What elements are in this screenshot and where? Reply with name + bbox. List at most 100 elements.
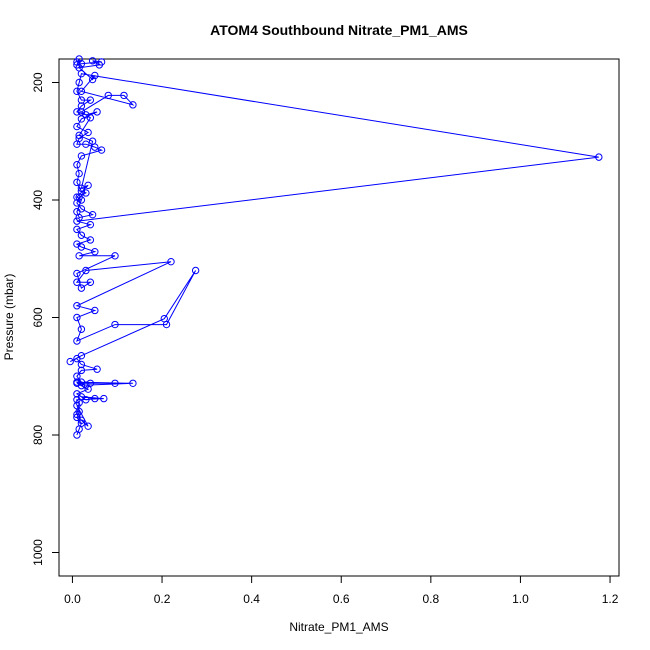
data-point — [167, 257, 175, 266]
data-point — [77, 325, 86, 333]
data-point — [77, 419, 86, 427]
y-tick-label: 600 — [31, 307, 45, 327]
data-point — [91, 71, 99, 80]
data-point — [129, 379, 137, 387]
data-point — [88, 210, 97, 219]
data-point — [73, 372, 81, 380]
data-point — [91, 394, 99, 403]
data-point — [77, 87, 86, 96]
data-point — [75, 252, 83, 260]
data-point — [91, 248, 99, 256]
x-axis: 0.0 0.2 0.4 0.6 0.8 1.0 1.2 — [64, 576, 619, 606]
data-point — [73, 410, 81, 419]
data-point — [91, 306, 99, 315]
data-point — [86, 379, 95, 387]
data-point — [93, 365, 101, 373]
data-point — [73, 302, 81, 310]
data-point — [88, 75, 97, 84]
data-point — [77, 115, 86, 123]
data-point — [82, 189, 90, 197]
data-point — [77, 108, 86, 116]
y-tick-label: 800 — [31, 425, 45, 445]
data-point — [73, 278, 81, 286]
data-point — [77, 60, 86, 68]
data-point — [77, 378, 86, 386]
y-tick-label: 1000 — [31, 539, 45, 566]
data-point — [77, 152, 86, 160]
data-point — [111, 379, 119, 387]
data-point — [104, 91, 112, 100]
data-point — [66, 357, 74, 366]
plot-frame — [58, 58, 620, 577]
data-point — [73, 58, 81, 66]
data-point — [86, 220, 95, 229]
chart-title: ATOM4 Southbound Nitrate_PM1_AMS — [210, 22, 468, 38]
series-line — [69, 58, 599, 436]
x-tick-label: 0.8 — [422, 592, 439, 606]
data-point — [77, 351, 86, 360]
data-point — [77, 416, 86, 425]
data-point — [73, 140, 81, 148]
data-point — [77, 360, 86, 369]
data-point — [120, 91, 128, 100]
data-point — [100, 394, 108, 403]
data-point — [73, 122, 81, 131]
data-point — [77, 284, 86, 292]
data-point — [77, 231, 86, 239]
data-point — [111, 252, 119, 260]
data-point — [595, 153, 603, 161]
x-tick-label: 1.0 — [512, 592, 529, 606]
data-point — [73, 208, 81, 216]
data-point — [86, 236, 95, 244]
data-point — [111, 320, 119, 329]
plot-area — [66, 55, 603, 439]
data-point — [97, 58, 106, 66]
data-point — [77, 184, 86, 192]
y-axis-label: Pressure (mbar) — [2, 274, 16, 361]
x-tick-label: 0.0 — [64, 592, 81, 606]
x-tick-label: 0.4 — [243, 592, 260, 606]
data-point — [162, 320, 171, 329]
data-point — [73, 269, 81, 278]
data-point — [86, 114, 95, 122]
data-point — [73, 240, 81, 248]
data-point — [73, 178, 81, 187]
data-point — [75, 78, 83, 87]
data-point — [73, 390, 81, 398]
x-tick-label: 1.2 — [602, 592, 619, 606]
data-point — [73, 193, 81, 201]
data-point — [88, 137, 97, 145]
data-point — [77, 102, 86, 110]
data-point — [191, 266, 200, 275]
data-point — [129, 101, 137, 109]
data-point — [73, 108, 81, 116]
x-axis-label: Nitrate_PM1_AMS — [289, 620, 388, 634]
data-point — [84, 422, 92, 430]
data-point — [84, 128, 92, 137]
data-point — [73, 313, 81, 322]
data-point — [77, 96, 86, 104]
data-point — [75, 131, 83, 140]
data-point — [75, 169, 83, 178]
data-point — [93, 108, 101, 116]
data-point — [88, 57, 97, 65]
data-point — [77, 366, 86, 375]
y-axis: 200 400 600 800 1000 — [31, 72, 59, 566]
y-tick-label: 200 — [31, 72, 45, 92]
data-point — [73, 379, 81, 387]
y-tick-label: 400 — [31, 190, 45, 210]
data-point — [77, 381, 86, 390]
data-point — [97, 146, 106, 154]
data-point — [82, 396, 90, 404]
data-point — [86, 96, 95, 104]
data-point — [73, 161, 81, 169]
data-point — [82, 266, 90, 275]
data-point — [73, 337, 81, 345]
x-tick-label: 0.6 — [333, 592, 350, 606]
data-point — [86, 278, 95, 286]
data-point — [73, 87, 81, 96]
data-point — [82, 140, 90, 148]
data-point — [73, 225, 81, 234]
data-point — [84, 181, 92, 190]
x-tick-label: 0.2 — [154, 592, 171, 606]
